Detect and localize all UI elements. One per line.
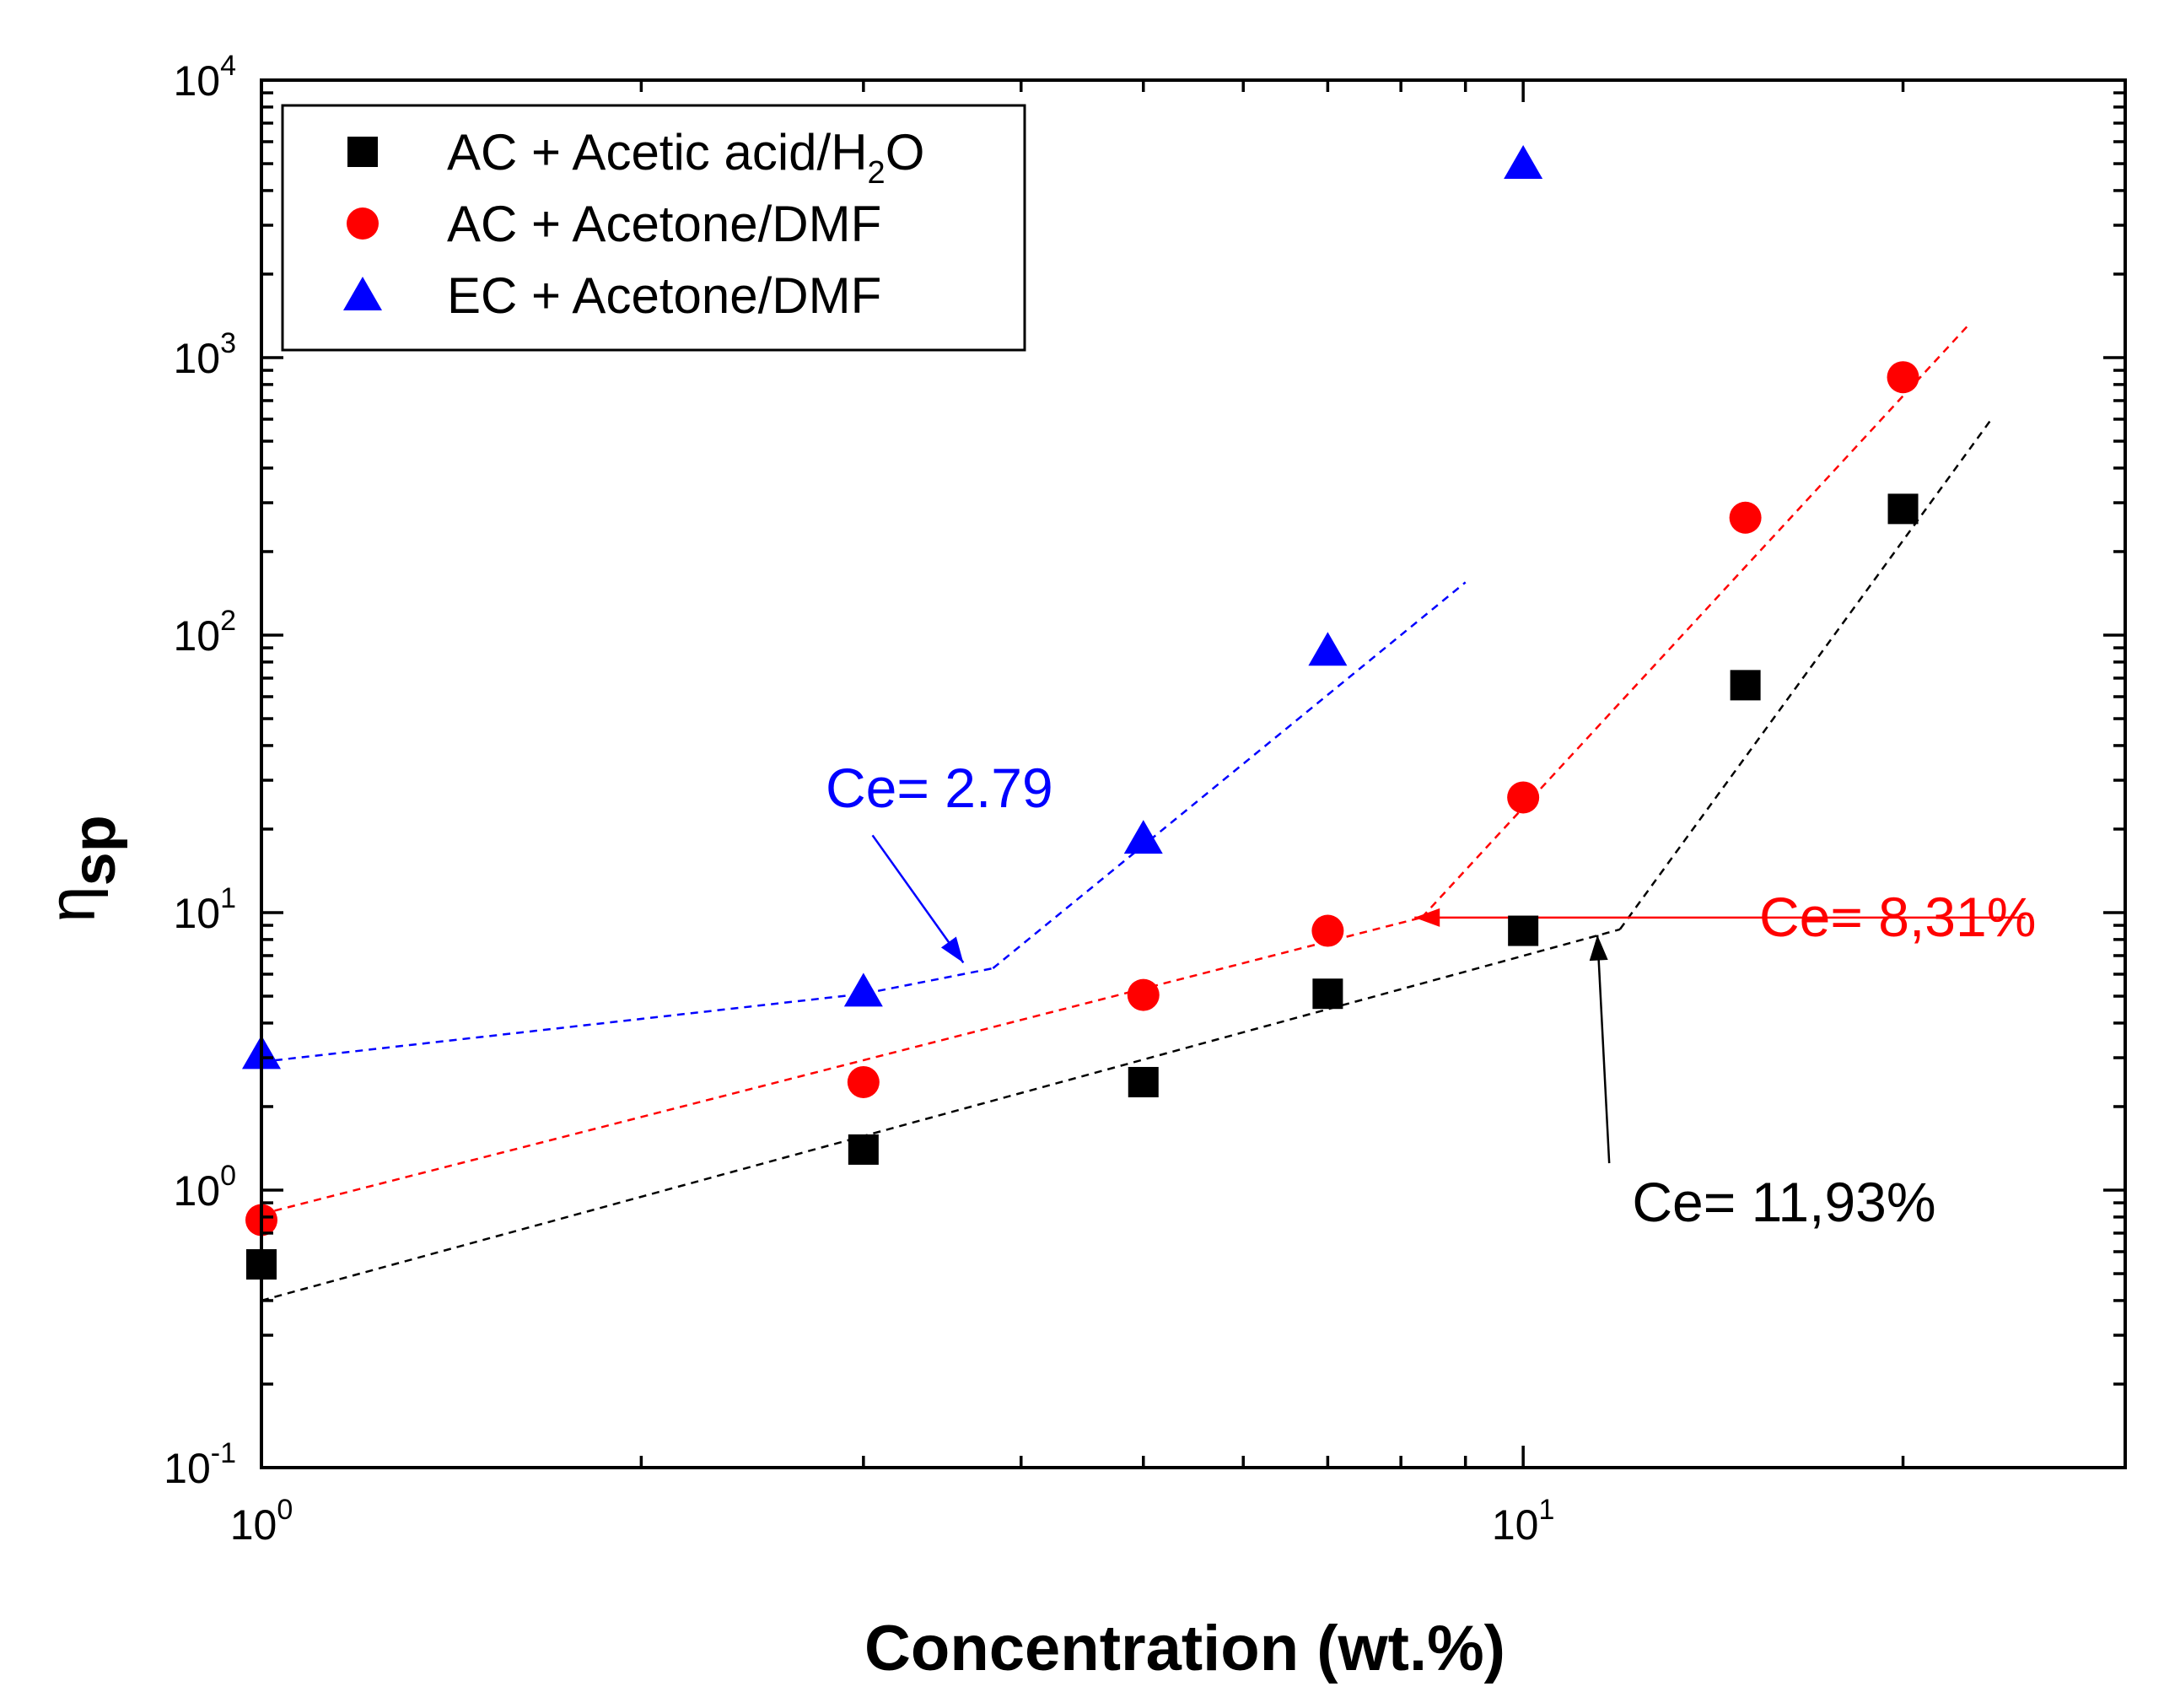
x-tick-exp: 1 (1539, 1494, 1555, 1526)
y-tick-base: 10 (164, 1445, 211, 1492)
annotation-label: Ce= 11,93% (1632, 1171, 1935, 1233)
legend-marker-triangle (343, 277, 382, 310)
legend-label-subscript: 2 (868, 155, 886, 191)
legend-label: AC + Acetone/DMF (447, 196, 881, 252)
x-tick-label: 101 (1492, 1494, 1555, 1549)
legend-marker-square (347, 137, 378, 167)
data-point-square (1730, 670, 1761, 701)
annotation-arrow-head (940, 936, 964, 963)
legend-box (281, 104, 1026, 352)
data-point-triangle (843, 973, 883, 1007)
annotation-arrow-head (1414, 908, 1440, 927)
data-point-circle (847, 1065, 880, 1098)
x-tick-exp: 0 (277, 1494, 293, 1526)
fit-line-triangle (992, 581, 1467, 969)
annotation-label: Ce= 8,31% (1759, 886, 2036, 948)
data-point-circle (1507, 781, 1540, 814)
x-axis-title: Concentration (wt.%) (864, 1613, 1505, 1684)
data-point-triangle (1504, 145, 1543, 180)
data-point-circle (1311, 914, 1344, 947)
y-tick-exp: 2 (220, 605, 236, 637)
y-tick-exp: 3 (220, 327, 236, 359)
fit-lines-layer (261, 325, 1993, 1302)
data-point-circle (1127, 978, 1160, 1011)
y-tick-label: 103 (173, 327, 236, 382)
legend-label-text: AC + Acetic acid/H (447, 124, 868, 180)
data-point-circle (1887, 361, 1919, 394)
y-tick-base: 10 (173, 890, 220, 937)
y-tick-label: 102 (173, 605, 236, 660)
fit-line-square (1618, 418, 1993, 930)
plot-frame (260, 78, 2127, 1469)
y-tick-base: 10 (173, 1167, 220, 1215)
data-point-square (1128, 1066, 1159, 1097)
y-tick-label: 101 (173, 882, 236, 937)
legend-label-text: EC + Acetone/DMF (447, 267, 881, 324)
annotation-arrow-line (1596, 935, 1611, 1164)
annotations-layer: Ce= 2.79 Ce= 8,31% Ce= 11,93% (826, 757, 2036, 1233)
y-tick-label: 100 (173, 1160, 236, 1215)
y-axis-title-sub: sp (61, 815, 128, 886)
legend-label-text: AC + Acetone/DMF (447, 196, 881, 252)
y-tick-label: 10-1 (164, 1437, 236, 1492)
data-point-circle (1729, 501, 1762, 534)
fit-line-triangle (261, 967, 993, 1064)
y-tick-base: 10 (173, 612, 220, 660)
y-tick-exp: 4 (220, 50, 236, 82)
y-tick-base: 10 (173, 57, 220, 105)
data-point-triangle (1308, 632, 1348, 666)
data-point-square (1887, 493, 1919, 525)
data-point-square (848, 1134, 879, 1165)
fit-line-circle (261, 916, 1423, 1215)
x-tick-label: 100 (230, 1494, 293, 1549)
y-tick-base: 10 (173, 335, 220, 382)
annotation-arrow-head (1589, 935, 1608, 962)
legend-label: AC + Acetic acid/H2O (447, 124, 924, 191)
legend-marker-circle (347, 207, 379, 240)
y-axis-title: ηsp (35, 815, 128, 922)
y-tick-exp: 1 (220, 882, 236, 914)
y-axis-title-main: η (35, 886, 109, 922)
legend-label: EC + Acetone/DMF (447, 267, 881, 324)
data-point-square (1508, 915, 1539, 946)
annotation-label: Ce= 2.79 (826, 757, 1053, 819)
fit-line-square (261, 928, 1621, 1302)
x-tick-base: 10 (1492, 1501, 1539, 1549)
y-tick-label: 104 (173, 50, 236, 105)
annotation-arrow-line (871, 834, 965, 964)
legend-label-tail: O (886, 124, 925, 180)
y-tick-exp: 0 (220, 1160, 236, 1192)
x-tick-base: 10 (230, 1501, 277, 1549)
data-point-triangle (1123, 820, 1163, 854)
y-tick-exp: -1 (211, 1437, 236, 1469)
data-point-square (1312, 978, 1343, 1010)
